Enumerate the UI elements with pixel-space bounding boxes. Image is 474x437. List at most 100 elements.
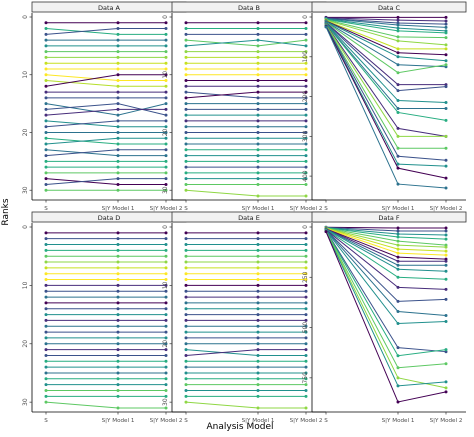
panel-3-data-point xyxy=(444,36,448,40)
panel-1-y-tick-label: 20 xyxy=(22,128,29,136)
panel-5-data-point xyxy=(304,318,308,322)
panel-2-data-point xyxy=(184,21,188,25)
panel-3-data-point xyxy=(444,63,448,67)
panel-1-data-point xyxy=(116,165,120,169)
panel-5-data-point xyxy=(256,359,260,363)
panel-1-series-30 xyxy=(44,188,168,192)
panel-5-data-point xyxy=(184,394,188,398)
panel-1-data-point xyxy=(116,84,120,88)
panel-4-data-point xyxy=(164,243,168,247)
panel-1-series-6 xyxy=(44,50,168,54)
panel-4-data-point xyxy=(116,248,120,252)
panel-6-series-8 xyxy=(324,227,448,257)
panel-4-data-point xyxy=(44,377,48,381)
panel-2-data-point xyxy=(304,119,308,123)
panel-3-y-tick-label: 300 xyxy=(302,130,309,142)
panel-6-series-23 xyxy=(324,230,448,404)
panel-4-data-point xyxy=(116,278,120,282)
panel-4-data-point xyxy=(164,353,168,357)
panel-5-data-point xyxy=(304,394,308,398)
panel-1-data-point xyxy=(116,102,120,106)
panel-4-data-point xyxy=(44,371,48,375)
panel-2-data-point xyxy=(304,154,308,158)
panel-2-series-25 xyxy=(184,159,308,163)
panel-5-data-point xyxy=(256,383,260,387)
panel-4-title: Data D xyxy=(98,214,121,222)
panel-1-series-25 xyxy=(44,159,168,163)
panel-5-data-point xyxy=(304,330,308,334)
panel-2-data-point xyxy=(304,142,308,146)
panel-4-data-point xyxy=(116,324,120,328)
panel-2-data-point xyxy=(256,165,260,169)
panel-5-series-17 xyxy=(184,324,308,328)
panel-5-data-point xyxy=(184,353,188,357)
panel-2-data-point xyxy=(304,130,308,134)
panel-4-data-point xyxy=(164,272,168,276)
panel-2-data-point xyxy=(256,182,260,186)
panel-2-data-point xyxy=(256,102,260,106)
panel-2-data-point xyxy=(184,38,188,42)
panel-4-data-point xyxy=(164,318,168,322)
panel-1-data-point xyxy=(44,32,48,36)
panel-4-data-point xyxy=(164,394,168,398)
panel-2-data-point xyxy=(304,67,308,71)
panel-6-series-19 xyxy=(324,229,448,358)
panel-4-data-point xyxy=(116,260,120,264)
panel-5-data-point xyxy=(256,295,260,299)
panel-4-data-point xyxy=(164,295,168,299)
panel-1-data-point xyxy=(164,55,168,59)
panel-3-data-point xyxy=(444,118,448,122)
panel-5-data-point xyxy=(256,348,260,352)
panel-4-data-point xyxy=(164,330,168,334)
panel-2-data-point xyxy=(184,171,188,175)
panel-5-data-point xyxy=(304,388,308,392)
panel-3-data-point xyxy=(396,55,400,59)
panel-1-data-point xyxy=(116,125,120,129)
panel-5-data-point xyxy=(256,330,260,334)
panel-1-data-point xyxy=(116,21,120,25)
panel-2-data-point xyxy=(304,32,308,36)
panel-1-series-9 xyxy=(44,67,168,71)
panel-2-y-tick-label: 20 xyxy=(162,128,169,136)
panel-2-data-point xyxy=(304,136,308,140)
panel-5-data-point xyxy=(256,307,260,311)
panel-5-series-15 xyxy=(184,313,308,317)
panel-1-series-16 xyxy=(44,102,168,117)
panel-2-data-point xyxy=(184,73,188,77)
panel-6-data-point xyxy=(396,309,400,313)
panel-5-series-4 xyxy=(184,248,308,252)
panel-2-data-point xyxy=(304,165,308,169)
panel-2-data-point xyxy=(304,171,308,175)
panel-1-data-point xyxy=(164,84,168,88)
panel-6-data-point xyxy=(444,233,448,237)
panel-1-data-point xyxy=(116,119,120,123)
panel-1-data-point xyxy=(44,171,48,175)
panel-1-series-26 xyxy=(44,165,168,169)
panel-6-x-tick-label: S|Y Model 2 xyxy=(430,418,463,424)
panel-2-data-point xyxy=(184,188,188,192)
panel-1-data-point xyxy=(44,21,48,25)
panel-1-data-point xyxy=(164,21,168,25)
panel-5-series-24 xyxy=(184,365,308,369)
panel-3-data-point xyxy=(396,47,400,51)
panel-5-data-point xyxy=(184,295,188,299)
panel-2-data-point xyxy=(184,84,188,88)
panel-1-data-point xyxy=(116,38,120,42)
panel-5-data-point xyxy=(184,336,188,340)
panel-6-data-point xyxy=(444,237,448,241)
panel-6-data-point xyxy=(444,229,448,233)
panel-2-data-point xyxy=(184,50,188,54)
panel-2-series-10 xyxy=(184,73,308,77)
panel-4-data-point xyxy=(164,307,168,311)
panel-2-series-4 xyxy=(184,38,308,48)
panel-6-data-point xyxy=(396,384,400,388)
panel-4-data-point xyxy=(44,342,48,346)
panel-5-data-point xyxy=(184,388,188,392)
panel-4-data-point xyxy=(116,388,120,392)
panel-6-data-point xyxy=(444,313,448,317)
panel-2-x-tick-label: S xyxy=(184,206,188,212)
panel-1-data-point xyxy=(164,61,168,65)
panel-2-data-point xyxy=(304,159,308,163)
panel-4-series-10 xyxy=(44,283,168,287)
